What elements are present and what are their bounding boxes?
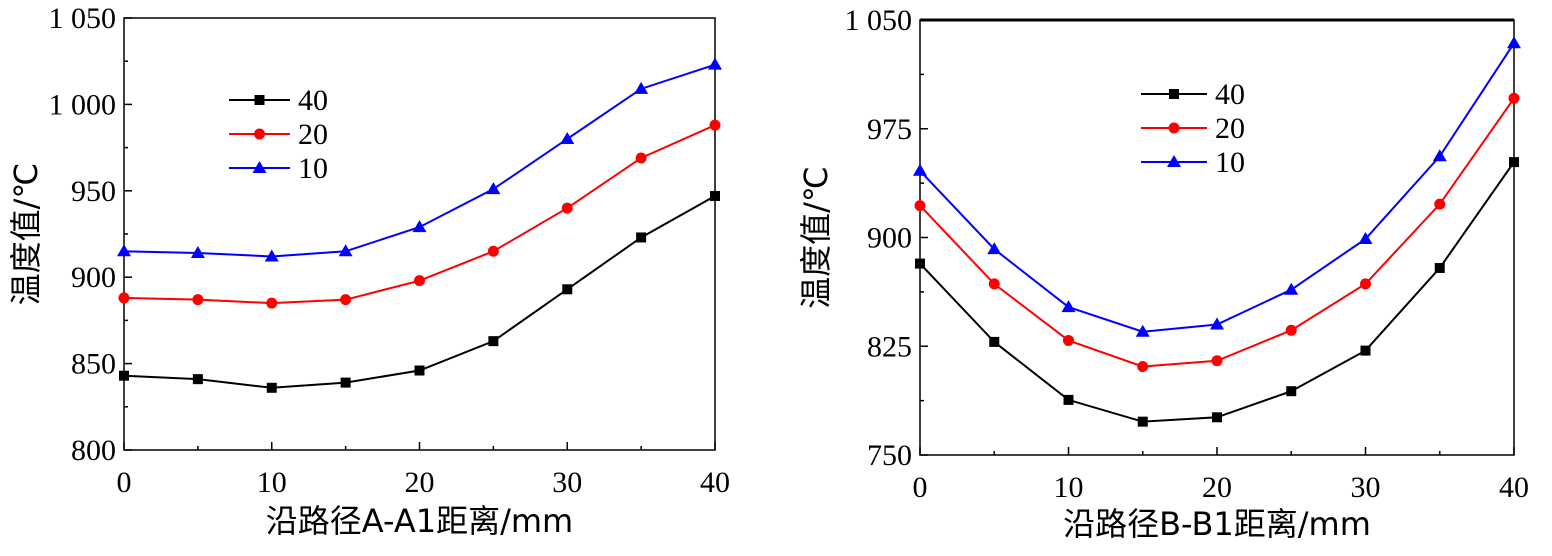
x-tick-label: 20 [1202, 471, 1232, 504]
data-point-20 [192, 294, 204, 306]
y-tick-label: 800 [71, 434, 116, 467]
legend-marker-40 [1169, 89, 1179, 99]
data-point-10 [1061, 300, 1076, 313]
x-tick-label: 10 [1054, 471, 1084, 504]
x-tick-label: 40 [700, 466, 730, 499]
data-point-20 [414, 275, 425, 287]
data-point-10 [1432, 149, 1447, 162]
data-point-20 [635, 152, 647, 164]
y-tick-label: 1 050 [49, 2, 117, 35]
y-axis-title: 温度值/℃ [797, 166, 835, 309]
y-tick-label: 900 [71, 261, 116, 294]
data-point-40 [1509, 157, 1519, 168]
data-point-20 [988, 278, 1000, 290]
data-point-10 [264, 249, 279, 262]
data-point-10 [1210, 317, 1224, 330]
data-point-20 [118, 292, 130, 304]
x-axis-title: 沿路径B-B1距离/mm [1063, 505, 1371, 543]
data-point-40 [1434, 262, 1445, 273]
data-point-10 [1284, 282, 1299, 295]
legend-marker-20 [254, 128, 265, 140]
data-point-10 [1135, 324, 1150, 337]
y-tick-label: 1 000 [49, 88, 117, 121]
data-point-10 [117, 244, 131, 257]
x-axis-title: 沿路径A-A1距离/mm [266, 502, 573, 540]
y-tick-label: 825 [867, 330, 912, 363]
data-point-10 [412, 220, 427, 233]
data-point-40 [414, 365, 425, 376]
data-point-10 [560, 131, 575, 144]
legend-label: 40 [298, 84, 328, 117]
data-point-20 [1063, 334, 1074, 346]
data-point-10 [987, 242, 1002, 255]
plot-frame [123, 17, 716, 451]
x-tick-label: 0 [913, 471, 928, 504]
x-tick-label: 30 [552, 466, 582, 499]
data-point-10 [634, 81, 649, 94]
data-point-40 [192, 374, 203, 385]
data-point-20 [709, 119, 721, 131]
legend-label: 20 [1215, 112, 1245, 145]
data-point-40 [340, 377, 351, 388]
x-tick-label: 10 [257, 466, 287, 499]
data-point-10 [913, 163, 927, 176]
legend-marker-20 [1168, 122, 1180, 134]
data-point-10 [190, 246, 205, 259]
data-point-40 [1137, 416, 1148, 427]
y-tick-label: 1 050 [845, 4, 913, 37]
data-point-20 [1137, 361, 1149, 373]
data-point-10 [338, 244, 353, 257]
data-point-20 [1211, 355, 1223, 367]
y-axis-title: 温度值/℃ [7, 163, 45, 306]
x-tick-label: 0 [117, 466, 132, 499]
y-tick-label: 750 [867, 439, 912, 472]
data-point-20 [1434, 198, 1446, 210]
data-point-40 [1286, 386, 1297, 397]
legend-marker-10 [1167, 155, 1181, 167]
y-tick-label: 975 [867, 113, 912, 146]
data-point-20 [1508, 92, 1520, 104]
data-point-40 [636, 232, 647, 243]
legend-marker-40 [254, 95, 265, 105]
data-point-20 [1285, 324, 1297, 336]
data-point-10 [486, 182, 501, 195]
x-tick-label: 40 [1499, 471, 1529, 504]
legend-marker-10 [252, 161, 267, 173]
data-point-40 [562, 284, 573, 295]
data-point-20 [266, 297, 278, 309]
data-point-20 [914, 200, 926, 212]
data-point-40 [119, 370, 129, 381]
data-point-40 [266, 382, 277, 393]
y-tick-label: 950 [71, 175, 116, 208]
data-point-10 [708, 57, 722, 70]
x-tick-label: 30 [1351, 471, 1381, 504]
data-point-40 [1212, 412, 1222, 423]
data-point-40 [1360, 345, 1371, 356]
data-point-10 [1358, 231, 1373, 244]
data-point-40 [989, 336, 1000, 347]
data-point-40 [488, 336, 499, 347]
data-point-40 [1063, 394, 1074, 405]
x-tick-label: 20 [405, 466, 435, 499]
data-point-20 [561, 202, 573, 214]
legend-label: 40 [1215, 78, 1245, 111]
data-point-40 [710, 190, 720, 201]
data-point-20 [1360, 278, 1371, 290]
legend-label: 10 [298, 152, 328, 185]
series-line-40 [919, 161, 1515, 423]
legend-label: 20 [298, 118, 328, 151]
y-tick-label: 900 [867, 222, 912, 255]
legend-label: 10 [1215, 146, 1245, 179]
data-point-20 [487, 245, 499, 257]
data-point-10 [1507, 36, 1521, 49]
data-point-40 [915, 258, 925, 269]
y-tick-label: 850 [71, 348, 116, 381]
data-point-20 [340, 294, 352, 306]
